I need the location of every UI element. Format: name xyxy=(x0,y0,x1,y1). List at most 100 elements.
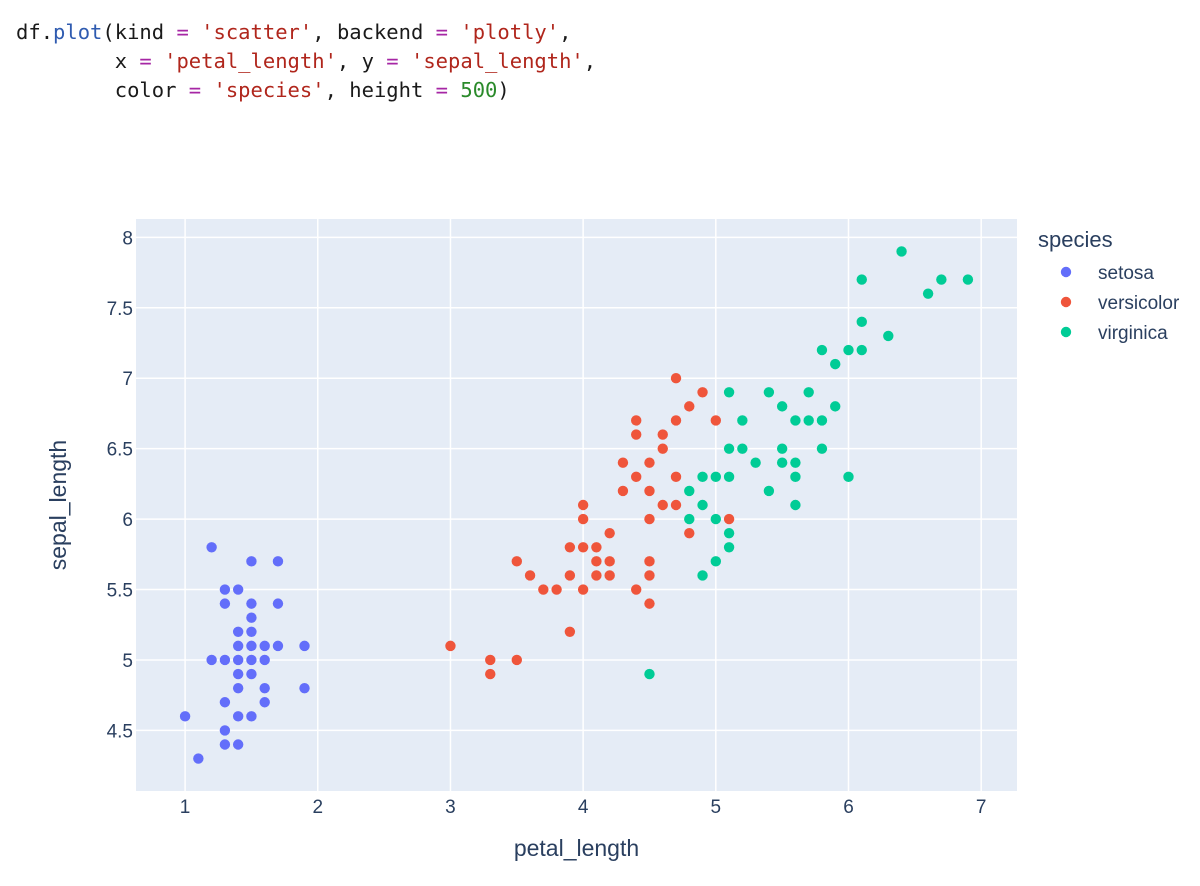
data-point-setosa xyxy=(232,654,244,666)
code-token-comma: , xyxy=(312,20,337,44)
data-point-setosa xyxy=(246,654,257,666)
data-point-setosa xyxy=(232,711,244,722)
data-point-versicolor xyxy=(617,457,629,468)
data-point-setosa xyxy=(219,739,231,750)
y-tick-label: 7 xyxy=(122,369,133,390)
data-point-virginica xyxy=(710,513,722,525)
code-token-comma: , xyxy=(336,49,362,73)
x-tick-label: 1 xyxy=(180,797,191,818)
data-point-versicolor xyxy=(644,598,655,609)
data-point-virginica xyxy=(856,344,867,356)
data-point-virginica xyxy=(803,415,814,426)
series-versicolor xyxy=(445,373,735,680)
code-token-kwarg: backend xyxy=(336,20,424,44)
data-point-virginica xyxy=(856,274,867,285)
data-point-versicolor xyxy=(644,556,655,567)
code-token-equals: = xyxy=(423,20,461,44)
data-point-virginica xyxy=(896,246,907,257)
gridlines xyxy=(136,219,1017,791)
x-tick-label: 2 xyxy=(312,797,323,818)
data-point-virginica xyxy=(803,387,814,398)
code-token-comma: , xyxy=(559,20,572,44)
data-point-virginica xyxy=(790,457,801,468)
data-point-virginica xyxy=(816,415,828,426)
code-token-string: 'scatter' xyxy=(201,20,313,44)
data-point-versicolor xyxy=(604,556,615,567)
data-point-versicolor xyxy=(551,584,562,595)
data-point-setosa xyxy=(232,739,244,750)
data-point-setosa xyxy=(246,711,257,722)
x-axis-ticks: 1 2 3 4 5 6 7 xyxy=(180,797,987,818)
data-point-versicolor xyxy=(684,401,695,412)
data-point-setosa xyxy=(219,654,231,666)
data-point-virginica xyxy=(790,415,801,426)
series-setosa xyxy=(179,542,310,764)
data-point-versicolor xyxy=(591,542,602,553)
data-point-versicolor xyxy=(684,527,695,539)
data-point-versicolor xyxy=(644,570,655,581)
y-tick-label: 4.5 xyxy=(107,721,133,742)
legend-item-setosa[interactable]: setosa xyxy=(1060,263,1155,284)
legend-label: versicolor xyxy=(1098,293,1180,314)
code-token-string: 'species' xyxy=(213,78,325,102)
data-point-setosa xyxy=(259,682,270,694)
data-point-versicolor xyxy=(577,542,589,553)
legend-item-virginica[interactable]: virginica xyxy=(1060,323,1168,344)
data-point-versicolor xyxy=(577,499,589,511)
y-tick-label: 8 xyxy=(122,228,133,249)
data-point-virginica xyxy=(790,499,801,511)
data-point-virginica xyxy=(776,401,788,412)
data-point-virginica xyxy=(723,471,735,483)
y-tick-label: 6.5 xyxy=(107,440,133,461)
code-line-1: df.plot(kind = 'scatter', backend = 'plo… xyxy=(16,20,571,44)
data-point-versicolor xyxy=(538,584,549,595)
data-point-virginica xyxy=(737,443,748,454)
code-token-string: 'sepal_length' xyxy=(410,49,584,73)
data-point-versicolor xyxy=(604,527,615,539)
legend-label: setosa xyxy=(1098,263,1154,284)
data-point-versicolor xyxy=(657,443,668,454)
code-token-equals: = xyxy=(373,49,411,73)
data-point-setosa xyxy=(299,682,310,694)
data-point-setosa xyxy=(259,697,270,708)
data-point-virginica xyxy=(776,443,788,454)
code-token-paren-close: ) xyxy=(497,78,510,102)
data-point-versicolor xyxy=(564,542,576,553)
data-point-versicolor xyxy=(670,499,682,511)
data-point-setosa xyxy=(272,598,284,609)
data-point-versicolor xyxy=(617,485,629,497)
data-point-setosa xyxy=(219,725,231,736)
data-point-virginica xyxy=(697,499,708,511)
data-point-setosa xyxy=(219,697,231,708)
data-point-virginica xyxy=(883,330,894,342)
data-point-versicolor xyxy=(697,387,708,398)
data-point-virginica xyxy=(816,443,828,454)
data-point-versicolor xyxy=(644,513,655,525)
x-tick-label: 4 xyxy=(578,797,589,818)
data-point-versicolor xyxy=(564,570,576,581)
data-point-versicolor xyxy=(591,556,602,567)
code-token-dot: . xyxy=(40,20,54,44)
data-point-versicolor xyxy=(485,668,496,680)
legend-marker xyxy=(1060,296,1072,308)
data-point-setosa xyxy=(193,753,204,764)
data-point-virginica xyxy=(644,668,655,680)
data-point-setosa xyxy=(206,654,217,666)
data-point-versicolor xyxy=(631,584,642,595)
code-token-function: plot xyxy=(53,20,103,44)
x-tick-label: 6 xyxy=(843,797,854,818)
code-token-kwarg: x xyxy=(114,49,128,73)
data-point-versicolor xyxy=(631,415,642,426)
data-point-virginica xyxy=(723,443,735,454)
legend-item-versicolor[interactable]: versicolor xyxy=(1060,293,1180,314)
data-point-versicolor xyxy=(644,485,655,497)
legend-marker xyxy=(1060,326,1072,338)
y-tick-label: 5 xyxy=(122,651,133,672)
data-point-setosa xyxy=(179,711,191,722)
data-point-versicolor xyxy=(710,415,722,426)
data-point-versicolor xyxy=(485,654,496,666)
code-cell: df.plot(kind = 'scatter', backend = 'plo… xyxy=(16,18,596,105)
data-point-virginica xyxy=(843,344,854,356)
code-line-3: color = 'species', height = 500) xyxy=(16,78,510,102)
